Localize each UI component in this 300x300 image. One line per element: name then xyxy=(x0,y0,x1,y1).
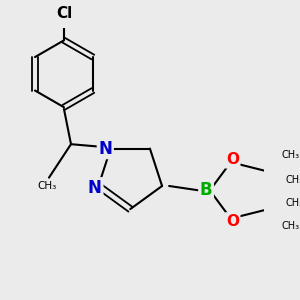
Text: CH₃: CH₃ xyxy=(285,175,300,185)
Text: CH₃: CH₃ xyxy=(282,150,300,160)
Text: Cl: Cl xyxy=(56,6,72,21)
Text: O: O xyxy=(226,152,239,167)
Text: B: B xyxy=(200,182,212,200)
Text: CH₃: CH₃ xyxy=(282,220,300,231)
Text: CH₃: CH₃ xyxy=(285,198,300,208)
Text: N: N xyxy=(88,179,102,197)
Text: N: N xyxy=(98,140,112,158)
Text: CH₃: CH₃ xyxy=(38,182,57,191)
Text: O: O xyxy=(226,214,239,229)
